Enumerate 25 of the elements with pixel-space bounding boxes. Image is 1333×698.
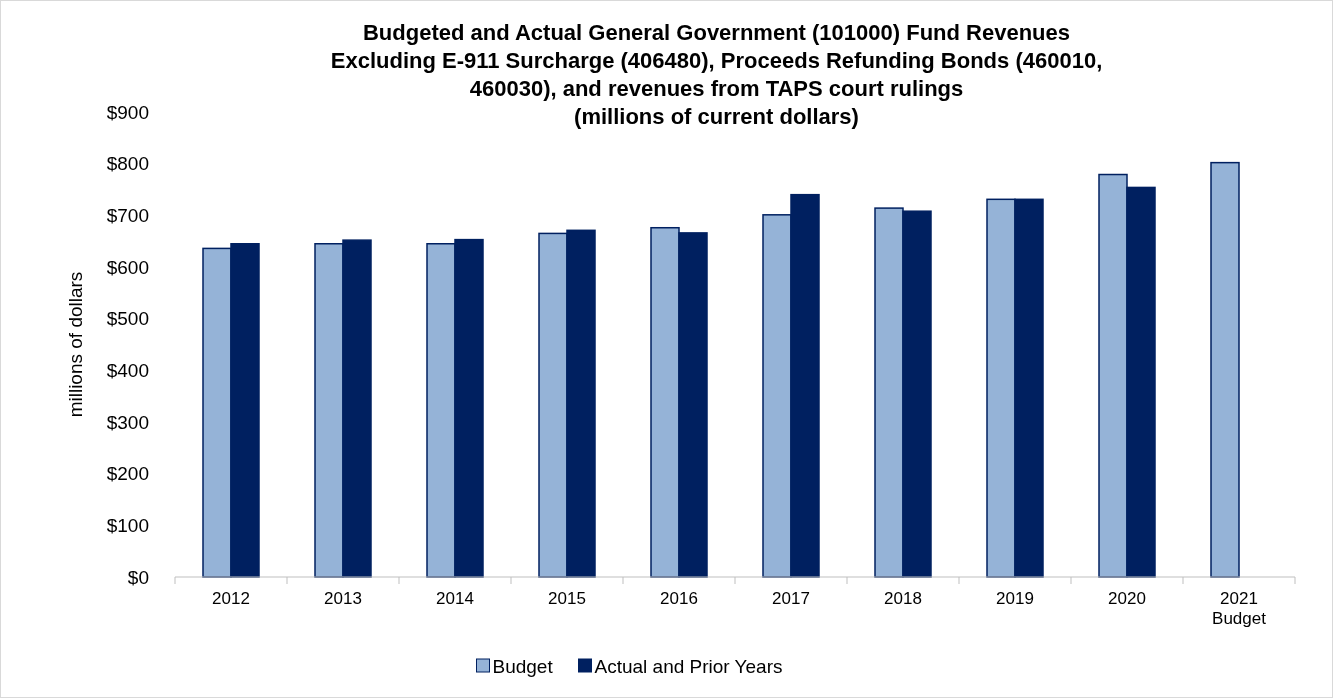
- y-axis-title: millions of dollars: [65, 271, 86, 418]
- y-tick-label: $0: [127, 566, 149, 588]
- x-tick-label: 2018: [884, 589, 922, 608]
- y-tick-label: $200: [106, 463, 149, 485]
- legend-label: Actual and Prior Years: [594, 655, 783, 677]
- y-tick-label: $600: [106, 256, 149, 278]
- y-tick-label: $700: [106, 204, 149, 226]
- x-tick-label: 2019: [996, 589, 1034, 608]
- y-tick-label: $900: [106, 101, 149, 123]
- x-tick-label: 2020: [1108, 589, 1146, 608]
- x-tick-label: 2017: [772, 589, 810, 608]
- x-tick-label: 2013: [324, 589, 362, 608]
- bar: [1210, 161, 1240, 578]
- y-tick-label: $400: [106, 359, 149, 381]
- x-tick-label: 2015: [548, 589, 586, 608]
- y-tick-label: $100: [106, 514, 149, 536]
- legend-label: Budget: [492, 655, 554, 677]
- x-tick-label: 2016: [660, 589, 698, 608]
- y-tick-label: $300: [106, 411, 149, 433]
- y-tick-label: $500: [106, 308, 149, 330]
- x-tick-label: 2021 Budget: [1212, 589, 1267, 628]
- y-tick-label: $800: [106, 153, 149, 175]
- x-tick-label: 2012: [212, 589, 250, 608]
- chart-title: Budgeted and Actual General Government (101000) Fund Revenues Excluding E-911 Surcharge (406480), Proceeds Refunding Bonds (460010, 460030), and revenues from TAPS court rulings (millions of current dollars): [330, 20, 1103, 129]
- x-tick-label: 2014: [436, 589, 474, 608]
